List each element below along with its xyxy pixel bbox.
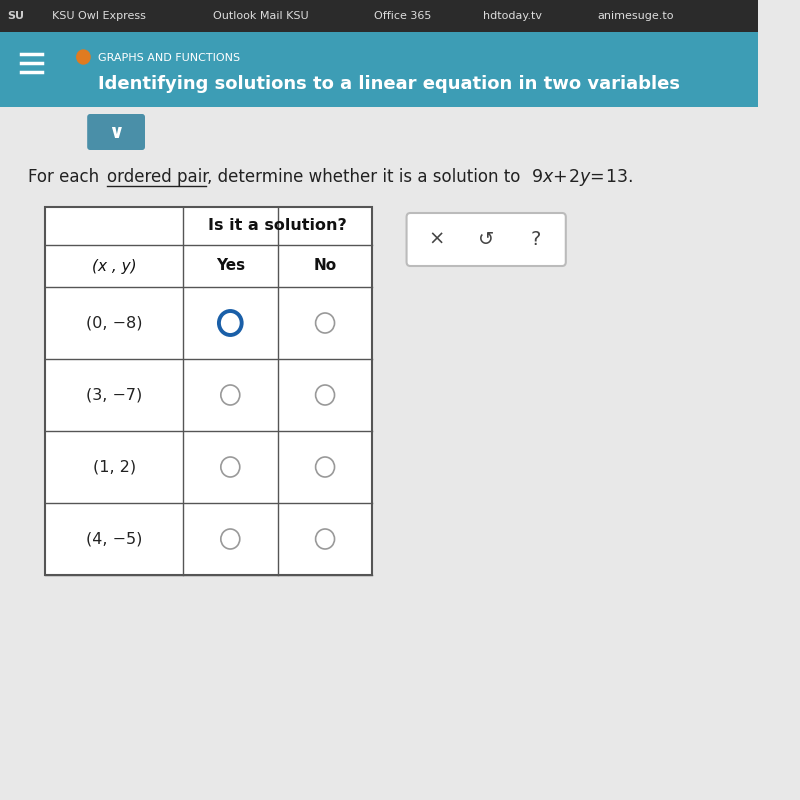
- Circle shape: [315, 457, 334, 477]
- Text: SU: SU: [7, 11, 25, 21]
- Text: Is it a solution?: Is it a solution?: [208, 218, 347, 234]
- FancyBboxPatch shape: [0, 0, 758, 32]
- Text: ?: ?: [530, 230, 541, 249]
- Text: (x , y): (x , y): [92, 258, 137, 274]
- Text: , determine whether it is a solution to: , determine whether it is a solution to: [206, 168, 526, 186]
- Circle shape: [315, 385, 334, 405]
- Text: Outlook Mail KSU: Outlook Mail KSU: [214, 11, 309, 21]
- Text: For each: For each: [29, 168, 105, 186]
- Text: (3, −7): (3, −7): [86, 387, 142, 402]
- Text: animesuge.to: animesuge.to: [597, 11, 674, 21]
- Circle shape: [219, 311, 242, 335]
- Circle shape: [221, 385, 240, 405]
- Circle shape: [221, 529, 240, 549]
- Text: GRAPHS AND FUNCTIONS: GRAPHS AND FUNCTIONS: [98, 53, 240, 63]
- FancyBboxPatch shape: [0, 107, 758, 800]
- Text: (4, −5): (4, −5): [86, 531, 142, 546]
- FancyBboxPatch shape: [46, 207, 373, 575]
- Text: Identifying solutions to a linear equation in two variables: Identifying solutions to a linear equati…: [98, 75, 680, 93]
- Text: ↺: ↺: [478, 230, 494, 249]
- Text: No: No: [314, 258, 337, 274]
- Circle shape: [315, 313, 334, 333]
- Text: hdtoday.tv: hdtoday.tv: [483, 11, 542, 21]
- Text: (0, −8): (0, −8): [86, 315, 142, 330]
- Text: Office 365: Office 365: [374, 11, 432, 21]
- Text: ordered pair: ordered pair: [107, 168, 210, 186]
- Text: (1, 2): (1, 2): [93, 459, 136, 474]
- Text: ∨: ∨: [108, 122, 123, 142]
- Circle shape: [221, 457, 240, 477]
- FancyBboxPatch shape: [87, 114, 145, 150]
- FancyBboxPatch shape: [406, 213, 566, 266]
- Text: Yes: Yes: [216, 258, 245, 274]
- FancyBboxPatch shape: [0, 32, 758, 107]
- Circle shape: [315, 529, 334, 549]
- Circle shape: [77, 50, 90, 64]
- Text: ×: ×: [429, 230, 445, 249]
- Text: $9x\!+\!2y\!=\!13$.: $9x\!+\!2y\!=\!13$.: [530, 166, 633, 187]
- Text: KSU Owl Express: KSU Owl Express: [52, 11, 146, 21]
